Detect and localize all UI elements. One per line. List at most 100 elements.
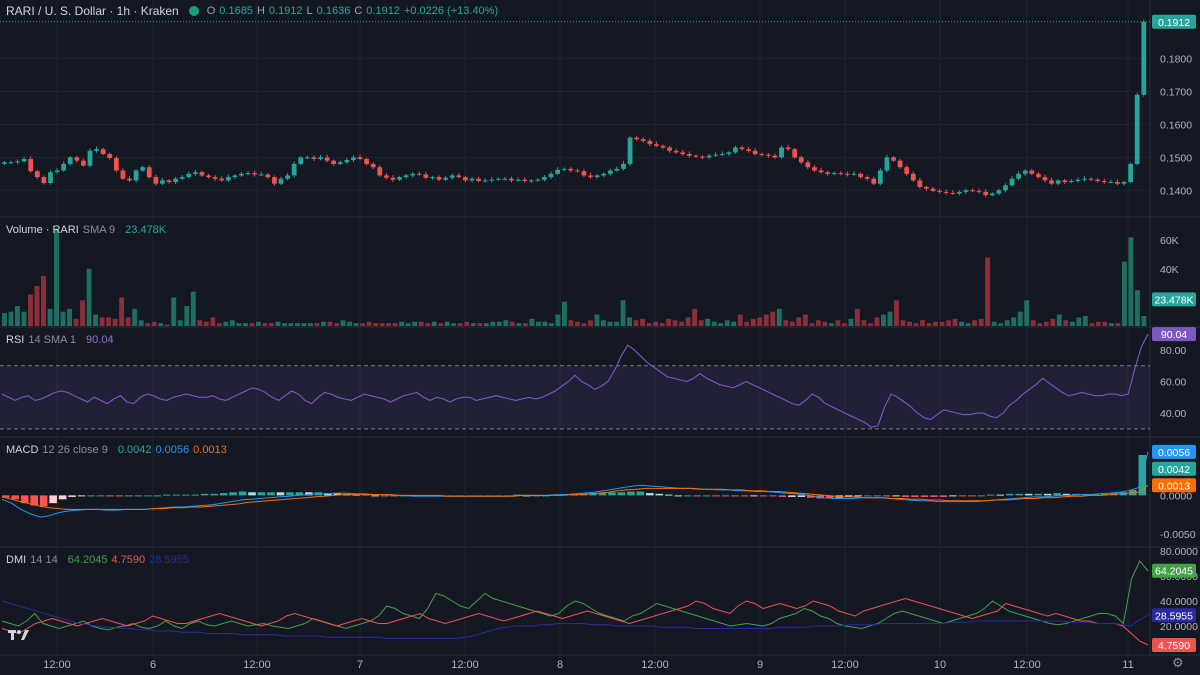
- candle-body: [311, 157, 317, 159]
- volume-bar: [54, 228, 59, 326]
- macd-histogram-bar: [200, 493, 209, 496]
- low-key: L: [306, 5, 313, 17]
- candle-body: [601, 173, 607, 176]
- candle-body: [910, 173, 916, 181]
- volume-bar: [47, 308, 53, 326]
- volume-bar: [529, 318, 535, 326]
- time-tick-label: 12:00: [243, 659, 271, 671]
- volume-bar: [1121, 261, 1127, 326]
- volume-bar: [1017, 311, 1023, 326]
- volume-legend: Volume · RARI SMA 9 23.478K: [6, 224, 166, 236]
- macd-histogram-bar: [646, 493, 654, 496]
- macd-histogram-bar: [30, 495, 38, 506]
- volume-bar: [939, 321, 945, 326]
- volume-bar: [347, 321, 352, 326]
- candle-body: [41, 177, 47, 184]
- candle-body: [884, 157, 890, 171]
- volume-bar: [1056, 314, 1062, 326]
- macd-histogram-bar: [664, 494, 673, 496]
- candle-body: [397, 177, 402, 180]
- volume-bar: [1050, 318, 1056, 326]
- candle-body: [502, 178, 508, 180]
- candle-body: [48, 172, 53, 184]
- macd-histogram-bar: [636, 491, 645, 496]
- candle-body: [667, 147, 672, 151]
- volume-bar: [353, 323, 359, 326]
- volume-bar: [809, 323, 815, 326]
- volume-bar: [802, 314, 808, 326]
- macd-histogram-bar: [1062, 493, 1071, 496]
- volume-bar: [920, 320, 925, 326]
- candle-body: [772, 155, 778, 158]
- price-pane[interactable]: [0, 19, 1150, 198]
- volume-bar: [874, 317, 880, 326]
- candle-body: [436, 177, 442, 180]
- macd-histogram-bar: [617, 492, 626, 496]
- rsi-tick-label: 40.00: [1160, 408, 1186, 420]
- volume-bar: [952, 318, 958, 326]
- gear-icon[interactable]: ⚙: [1172, 655, 1184, 670]
- macd-histogram-bar: [20, 495, 29, 504]
- rsi-title[interactable]: RSI: [6, 334, 25, 346]
- candle-body: [34, 171, 40, 178]
- macd-histogram-bar: [163, 494, 171, 496]
- high-key: H: [256, 5, 265, 17]
- macd-histogram-bar: [371, 495, 379, 497]
- candle-body: [989, 193, 995, 196]
- candle-body: [719, 154, 725, 156]
- rsi-pane[interactable]: [0, 333, 1150, 430]
- candle-body: [265, 174, 271, 178]
- macd-title[interactable]: MACD: [6, 444, 39, 456]
- macd-histogram-bar: [1024, 493, 1033, 496]
- volume-bar: [509, 321, 515, 326]
- macd-histogram-bar: [788, 495, 796, 497]
- last-value-tag: [1152, 292, 1196, 307]
- candle-body: [357, 157, 363, 159]
- candle-body: [1003, 185, 1008, 191]
- rsi-legend: RSI 14 SMA 1 90.04: [6, 334, 114, 346]
- volume-bar: [15, 305, 20, 326]
- tradingview-logo-icon[interactable]: [8, 628, 30, 644]
- candle-body: [575, 170, 580, 172]
- macd-histogram-bar: [181, 494, 190, 496]
- candle-body: [469, 178, 475, 181]
- volume-bar: [1063, 320, 1069, 326]
- volume-bar: [379, 323, 385, 326]
- volume-bar: [67, 308, 72, 326]
- volume-bar: [80, 300, 86, 326]
- macd-pane[interactable]: [1, 451, 1149, 518]
- dmi-pane[interactable]: [1, 560, 1149, 646]
- macd-histogram-bar: [96, 495, 105, 497]
- volume-bar: [744, 321, 750, 326]
- volume-bar: [815, 320, 821, 326]
- volume-bar: [451, 323, 457, 326]
- volume-bar: [86, 268, 92, 326]
- candle-body: [1009, 178, 1015, 186]
- volume-bar: [490, 321, 496, 326]
- dmi-title[interactable]: DMI: [6, 554, 27, 566]
- volume-pane[interactable]: [2, 228, 1147, 326]
- candle-body: [193, 172, 198, 174]
- volume-title[interactable]: Volume · RARI: [6, 224, 79, 236]
- candle-body: [733, 147, 738, 153]
- tradingview-logo-icon-shape: [8, 630, 29, 640]
- candle-body: [1022, 170, 1028, 174]
- candle-body: [548, 173, 554, 178]
- candle-body: [568, 168, 574, 171]
- candle-body: [15, 161, 20, 163]
- volume-bar: [145, 323, 151, 326]
- candle-body: [291, 163, 297, 176]
- change-value: +0.0226 (+13.40%): [403, 5, 499, 17]
- symbol-title[interactable]: RARI / U. S. Dollar · 1h · Kraken: [6, 4, 179, 18]
- macd-histogram-bar: [854, 495, 862, 497]
- volume-tick-label: 60K: [1160, 235, 1179, 247]
- candle-body: [996, 190, 1002, 194]
- candle-body: [752, 150, 758, 155]
- macd-line-value: 0.0056: [155, 444, 190, 456]
- volume-bar: [828, 323, 834, 326]
- candle-body: [100, 149, 106, 155]
- volume-bar: [718, 323, 724, 326]
- volume-bar: [216, 323, 222, 326]
- candle-body: [1049, 180, 1054, 184]
